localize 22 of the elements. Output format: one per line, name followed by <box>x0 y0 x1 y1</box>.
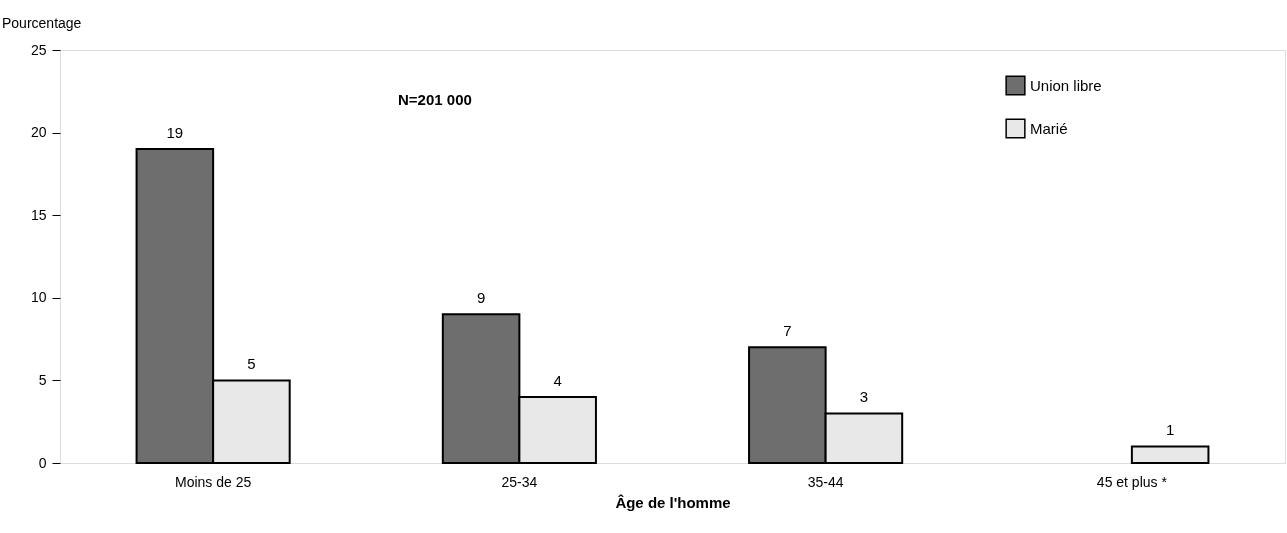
legend-label: Union libre <box>1030 76 1102 94</box>
legend-label: Marié <box>1030 119 1068 137</box>
data-label: 1 <box>1165 421 1175 439</box>
x-tick-label: 25-34 <box>501 473 538 490</box>
x-tick-label: Moins de 25 <box>174 473 252 490</box>
y-tick-label: 0 <box>38 454 47 471</box>
y-tick-label: 20 <box>30 124 47 141</box>
y-axis-title: Pourcentage <box>2 15 82 31</box>
x-tick-label: 45 et plus * <box>1096 473 1168 490</box>
x-axis-title: Âge de l'homme <box>615 493 731 511</box>
annotation: N=201 000 <box>398 91 472 108</box>
y-tick-label: 25 <box>30 41 47 58</box>
y-tick-label: 5 <box>38 371 47 388</box>
data-label: 5 <box>247 355 256 373</box>
x-tick-label: 35-44 <box>807 473 844 490</box>
data-label: 4 <box>553 371 562 389</box>
data-label: 9 <box>476 289 486 307</box>
data-label: 19 <box>166 124 184 142</box>
y-tick-label: 15 <box>30 206 47 223</box>
data-label: 3 <box>859 388 869 406</box>
y-tick-label: 10 <box>30 289 47 306</box>
data-label: 7 <box>783 322 792 340</box>
